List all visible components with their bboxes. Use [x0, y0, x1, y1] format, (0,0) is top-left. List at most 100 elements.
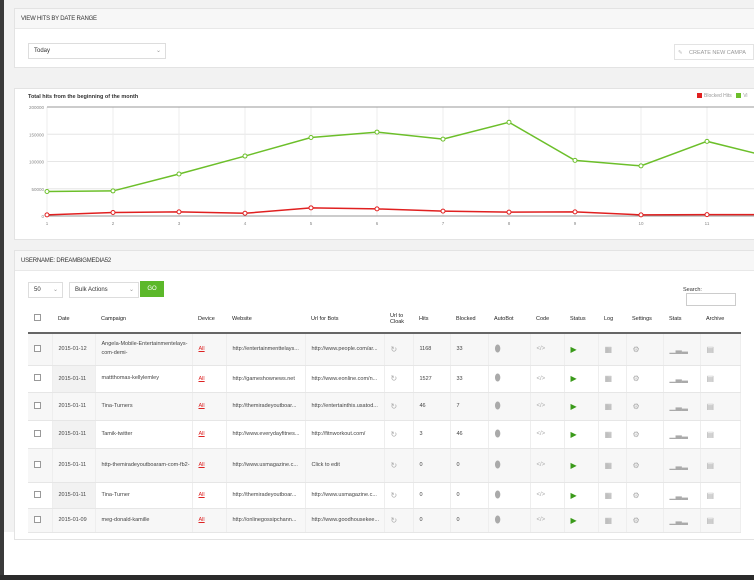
- column-header[interactable]: Date: [52, 305, 95, 334]
- log-icon[interactable]: ▦: [604, 490, 613, 500]
- log-icon[interactable]: ▦: [604, 344, 613, 354]
- refresh-icon[interactable]: ↻: [390, 429, 398, 439]
- device-link[interactable]: All: [198, 492, 205, 498]
- code-icon[interactable]: </>: [536, 346, 546, 353]
- column-header[interactable]: Status: [564, 305, 598, 334]
- android-icon[interactable]: ⬮: [494, 343, 501, 355]
- refresh-icon[interactable]: ↻: [390, 460, 398, 470]
- column-header[interactable]: Hits: [413, 305, 450, 334]
- row-checkbox[interactable]: [34, 515, 41, 523]
- row-checkbox[interactable]: [34, 374, 41, 381]
- log-icon[interactable]: ▦: [604, 460, 613, 470]
- campaign-cell[interactable]: Angela-Mobile-Entertainmentelays-com-dem…: [95, 333, 193, 366]
- refresh-icon[interactable]: ↻: [390, 344, 398, 354]
- play-icon[interactable]: ▶: [570, 490, 577, 500]
- website-cell[interactable]: http://gameshownews.net: [226, 365, 306, 393]
- log-icon[interactable]: ▦: [604, 401, 613, 411]
- archive-icon[interactable]: ▤: [706, 401, 715, 411]
- log-icon[interactable]: ▦: [604, 429, 613, 439]
- bulk-actions-select[interactable]: Bulk Actions ⌄: [69, 282, 139, 298]
- website-cell[interactable]: http://entertainmenttelays...: [226, 333, 306, 366]
- campaign-cell[interactable]: mattthomas-kellylemley: [95, 365, 193, 393]
- code-icon[interactable]: </>: [536, 403, 546, 409]
- url-bots-cell[interactable]: http://fitnworkout.com/: [305, 420, 385, 449]
- device-link[interactable]: All: [198, 517, 205, 523]
- archive-icon[interactable]: ▤: [706, 460, 715, 470]
- android-icon[interactable]: ⬮: [494, 373, 501, 384]
- play-icon[interactable]: ▶: [570, 515, 577, 525]
- device-link[interactable]: All: [198, 403, 205, 409]
- play-icon[interactable]: ▶: [570, 374, 577, 383]
- archive-icon[interactable]: ▤: [706, 374, 715, 383]
- gear-icon[interactable]: ⚙: [632, 374, 640, 383]
- archive-icon[interactable]: ▤: [706, 490, 715, 500]
- website-cell[interactable]: http://www.usmagazine.c...: [226, 448, 306, 483]
- bar-chart-icon[interactable]: ▁▃▂: [669, 490, 688, 500]
- bar-chart-icon[interactable]: ▁▃▂: [669, 374, 688, 383]
- android-icon[interactable]: ⬮: [494, 428, 501, 440]
- column-header[interactable]: Device: [192, 305, 226, 334]
- url-bots-cell[interactable]: http://www.eonline.com/n...: [305, 365, 385, 393]
- column-header[interactable]: AutoBot: [488, 305, 530, 334]
- device-link[interactable]: All: [198, 431, 205, 437]
- row-checkbox[interactable]: [34, 401, 41, 409]
- column-header[interactable]: Url for Bots: [305, 305, 384, 334]
- android-icon[interactable]: ⬮: [494, 400, 501, 412]
- bar-chart-icon[interactable]: ▁▃▂: [669, 401, 688, 411]
- device-link[interactable]: All: [198, 462, 205, 468]
- device-link[interactable]: All: [198, 375, 205, 382]
- url-bots-cell[interactable]: http://www.goodhousekee...: [305, 508, 385, 533]
- go-button[interactable]: GO: [140, 281, 164, 297]
- url-bots-cell[interactable]: Click to edit: [305, 448, 385, 483]
- website-cell[interactable]: http://themiradeyoutboar...: [226, 392, 306, 421]
- device-link[interactable]: All: [198, 346, 205, 353]
- campaign-cell[interactable]: Tina-Turners: [95, 392, 193, 421]
- website-cell[interactable]: http://www.everydayfitnes...: [226, 420, 306, 449]
- column-header[interactable]: Archive: [700, 305, 740, 334]
- play-icon[interactable]: ▶: [570, 460, 577, 470]
- play-icon[interactable]: ▶: [570, 344, 577, 354]
- website-cell[interactable]: http://onlinegossipchann...: [226, 508, 306, 533]
- create-campaign-button[interactable]: ✎ CREATE NEW CAMPA: [674, 44, 754, 60]
- gear-icon[interactable]: ⚙: [632, 401, 640, 411]
- refresh-icon[interactable]: ↻: [390, 515, 398, 525]
- code-icon[interactable]: </>: [536, 462, 546, 468]
- archive-icon[interactable]: ▤: [706, 429, 715, 439]
- refresh-icon[interactable]: ↻: [390, 490, 398, 500]
- bar-chart-icon[interactable]: ▁▃▂: [669, 460, 688, 470]
- code-icon[interactable]: </>: [536, 517, 546, 523]
- archive-icon[interactable]: ▤: [706, 515, 715, 525]
- column-header[interactable]: Code: [530, 305, 564, 334]
- code-icon[interactable]: </>: [536, 375, 546, 382]
- play-icon[interactable]: ▶: [570, 429, 577, 439]
- page-size-select[interactable]: 50 ⌄: [28, 282, 63, 298]
- log-icon[interactable]: ▦: [604, 515, 613, 525]
- column-header[interactable]: Campaign: [95, 305, 192, 334]
- select-all-checkbox[interactable]: [34, 314, 41, 321]
- campaign-cell[interactable]: Tamik-twitter: [95, 420, 193, 449]
- bar-chart-icon[interactable]: ▁▃▂: [669, 429, 688, 439]
- column-header[interactable]: Website: [226, 305, 305, 334]
- gear-icon[interactable]: ⚙: [632, 460, 640, 470]
- url-bots-cell[interactable]: http://www.people.com/ar...: [305, 333, 385, 366]
- campaign-cell[interactable]: http-themiradeyoutboaram-com-fb2-: [95, 448, 193, 483]
- bar-chart-icon[interactable]: ▁▃▂: [669, 515, 688, 525]
- row-checkbox[interactable]: [34, 490, 41, 498]
- bar-chart-icon[interactable]: ▁▃▂: [669, 344, 688, 354]
- gear-icon[interactable]: ⚙: [632, 429, 640, 439]
- archive-icon[interactable]: ▤: [706, 344, 715, 354]
- url-bots-cell[interactable]: http://entertainthis.usatod...: [305, 392, 385, 421]
- website-cell[interactable]: http://themiradeyoutboar...: [226, 482, 306, 509]
- row-checkbox[interactable]: [34, 344, 41, 352]
- android-icon[interactable]: ⬮: [494, 459, 501, 471]
- campaign-cell[interactable]: meg-donald-kamille: [95, 508, 193, 533]
- log-icon[interactable]: ▦: [604, 374, 613, 383]
- column-header[interactable]: Url to Cloak: [384, 305, 413, 334]
- play-icon[interactable]: ▶: [570, 401, 577, 411]
- code-icon[interactable]: </>: [536, 492, 546, 498]
- code-icon[interactable]: </>: [536, 431, 546, 437]
- column-header[interactable]: [28, 305, 52, 334]
- gear-icon[interactable]: ⚙: [632, 490, 640, 500]
- refresh-icon[interactable]: ↻: [390, 374, 398, 383]
- column-header[interactable]: Stats: [663, 305, 700, 334]
